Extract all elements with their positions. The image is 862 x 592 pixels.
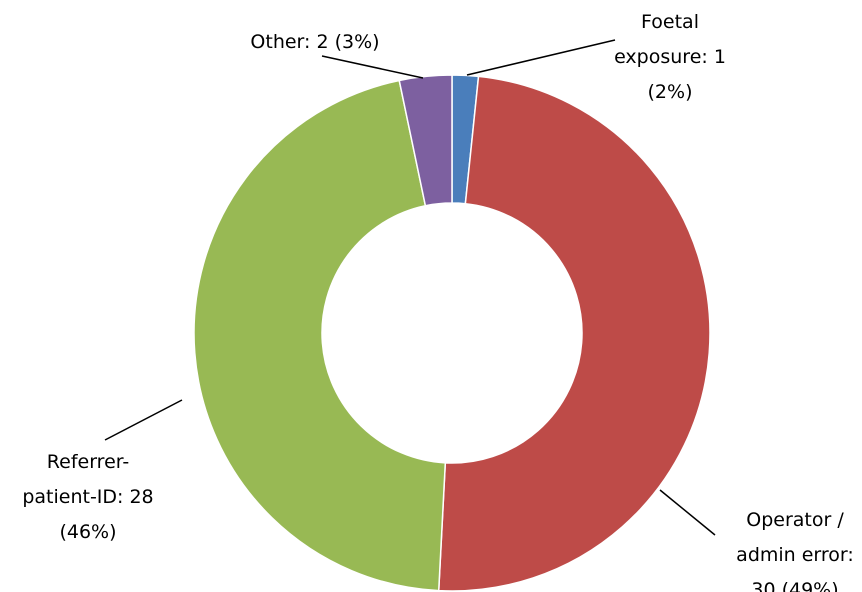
data-label-line: exposure: 1 [614, 46, 726, 68]
data-label: Operator / admin error: 30 (49%) [736, 509, 854, 592]
data-label-line: admin error: [736, 544, 854, 566]
donut-slice [437, 75, 711, 592]
data-label-line: Other: 2 (3%) [250, 31, 379, 53]
data-label-line: (46%) [59, 521, 116, 543]
leader-line [659, 489, 716, 536]
data-label-line: Foetal [641, 11, 699, 33]
data-label: Foetal exposure: 1 (2%) [614, 11, 726, 103]
data-label-line: Operator / [746, 509, 844, 531]
leader-line [321, 55, 424, 79]
data-label: Other: 2 (3%) [250, 31, 379, 53]
data-label-line: 30 (49%) [751, 579, 838, 592]
data-label-line: patient-ID: 28 [22, 486, 153, 508]
data-label-line: Referrer- [47, 451, 129, 473]
data-label: Referrer-patient-ID: 28 (46%) [22, 451, 153, 543]
leader-line [466, 39, 616, 76]
donut-slice [398, 74, 453, 207]
donut-slice [193, 79, 447, 592]
leader-line [104, 399, 183, 441]
data-label-line: (2%) [648, 81, 693, 103]
